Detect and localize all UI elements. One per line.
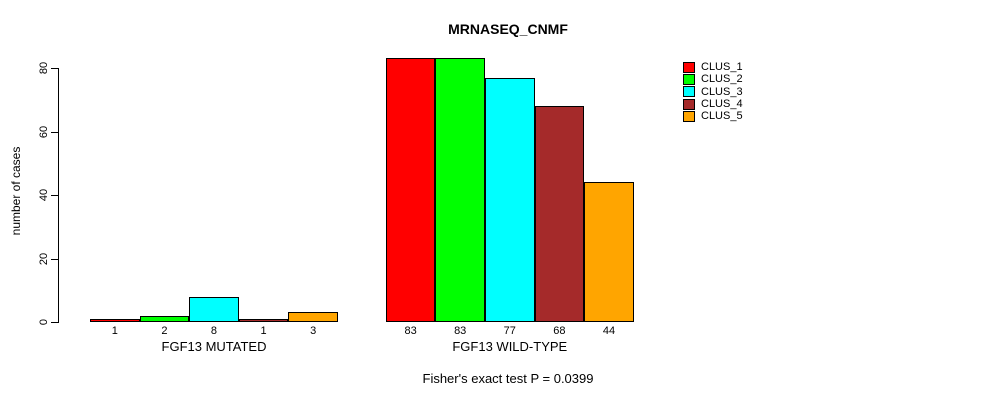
legend-swatch-clus-3 (683, 86, 695, 98)
legend-item-clus-1: CLUS_1 (683, 61, 743, 73)
bar-clus-1-fgf13-mutated (90, 319, 140, 322)
y-tick-label: 60 (38, 125, 50, 138)
legend-label: CLUS_1 (701, 61, 743, 74)
legend-label: CLUS_5 (701, 110, 743, 123)
bar-value-label: 83 (404, 325, 417, 337)
bar-value-label: 83 (454, 325, 467, 337)
bar-value-label: 77 (503, 325, 516, 337)
bar-value-label: 8 (210, 325, 218, 337)
y-tick-label: 40 (38, 188, 50, 202)
bar-value-label: 2 (161, 325, 168, 337)
legend-item-clus-2: CLUS_2 (683, 73, 743, 85)
legend-item-clus-3: CLUS_3 (683, 86, 743, 98)
bar-clus-3-fgf13-wild-type (485, 78, 535, 322)
y-tick-label: 80 (38, 61, 50, 75)
y-axis-tick (51, 195, 58, 196)
legend-swatch-clus-5 (683, 110, 695, 122)
y-tick-label: 20 (38, 252, 50, 265)
category-label-fgf13-wild-type: FGF13 WILD-TYPE (452, 339, 568, 354)
bar-clus-3-fgf13-mutated (189, 297, 239, 322)
legend-label: CLUS_3 (701, 85, 743, 98)
legend-swatch-clus-4 (683, 98, 695, 110)
y-axis-tick (51, 322, 58, 323)
chart-title: MRNASEQ_CNMF (448, 21, 568, 37)
bar-value-label: 44 (602, 325, 616, 337)
bar-clus-4-fgf13-mutated (238, 319, 289, 322)
category-label-fgf13-mutated: FGF13 MUTATED (161, 339, 267, 354)
bar-clus-4-fgf13-wild-type (534, 106, 585, 322)
statistical-test-caption: Fisher's exact test P = 0.0399 (422, 371, 594, 386)
bar-clus-2-fgf13-mutated (139, 316, 190, 322)
bar-value-label: 68 (553, 325, 566, 337)
legend-swatch-clus-1 (683, 61, 695, 73)
legend-label: CLUS_4 (701, 98, 743, 111)
bar-clus-1-fgf13-wild-type (385, 58, 436, 322)
bar-clus-5-fgf13-wild-type (584, 182, 634, 322)
y-axis-tick (51, 68, 58, 69)
bar-value-label: 1 (260, 325, 267, 337)
bar-clus-2-fgf13-wild-type (435, 58, 485, 322)
bar-value-label: 3 (310, 325, 317, 337)
y-tick-label: 0 (38, 318, 50, 326)
y-axis-label: number of cases (9, 146, 23, 236)
bar-value-label: 1 (111, 325, 118, 337)
legend: CLUS_1 CLUS_2 CLUS_3 CLUS_4 CLUS_5 (683, 61, 743, 122)
y-axis-line (58, 68, 59, 323)
legend-label: CLUS_2 (701, 73, 743, 86)
legend-item-clus-4: CLUS_4 (683, 98, 743, 110)
bar-clus-5-fgf13-mutated (288, 312, 338, 322)
legend-item-clus-5: CLUS_5 (683, 110, 743, 122)
y-axis-tick (51, 258, 58, 260)
y-axis-tick (51, 131, 58, 133)
legend-swatch-clus-2 (683, 73, 695, 85)
